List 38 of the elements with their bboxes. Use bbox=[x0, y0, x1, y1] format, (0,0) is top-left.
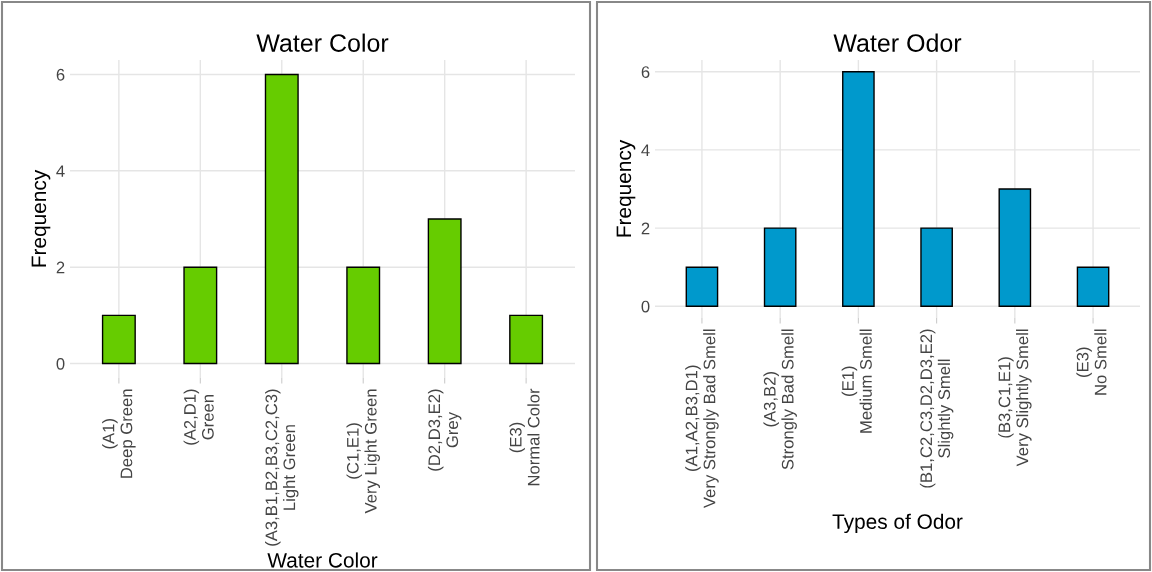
y-tick-label: 2 bbox=[641, 222, 650, 235]
x-tick-label: (B1,C2,C3,D2,D3,E2) Slightly Smell bbox=[919, 329, 954, 488]
y-tick-label: 4 bbox=[641, 144, 650, 156]
bar bbox=[101, 314, 136, 365]
y-axis-title: Frequency bbox=[31, 169, 51, 267]
x-axis-title: Types of Odor bbox=[832, 513, 963, 534]
bar bbox=[183, 266, 218, 365]
bar bbox=[264, 73, 299, 365]
y-tick-label: 2 bbox=[56, 261, 65, 274]
chart-title: Water Color bbox=[256, 33, 389, 52]
bar bbox=[685, 266, 719, 307]
x-tick-label: (A3,B2) Strongly Bad Smell bbox=[763, 329, 797, 470]
x-tick-label: (A2,D1) Green bbox=[183, 389, 214, 445]
bar bbox=[920, 227, 953, 307]
x-tick-label: (E3) Normal Color bbox=[509, 388, 540, 486]
y-tick-label: 0 bbox=[641, 300, 650, 313]
bar bbox=[842, 71, 875, 307]
x-tick-label: (A1,A2,B3,D1) Very Strongly Bad Smell bbox=[685, 329, 719, 509]
bar bbox=[427, 218, 462, 365]
bar bbox=[1076, 266, 1110, 307]
x-tick-label: (E1) Medium Smell bbox=[841, 329, 872, 433]
x-tick-label: (C1,E1) Very Light Green bbox=[346, 389, 380, 514]
y-tick-label: 4 bbox=[56, 165, 65, 177]
bar bbox=[346, 266, 381, 365]
bar bbox=[509, 314, 544, 365]
x-tick-label: (A3,B1,B2,B3,C2,C3) Light Green bbox=[265, 389, 299, 546]
x-tick-label: (A1) Deep Green bbox=[102, 389, 136, 478]
x-tick-label: (B3,C1,E1) Very Slightly Smell bbox=[998, 329, 1032, 467]
x-axis-title: Water Color bbox=[267, 552, 378, 568]
y-tick-label: 6 bbox=[641, 66, 650, 78]
y-tick-label: 6 bbox=[56, 68, 65, 81]
x-tick-label: (D2,D3,E2) Grey bbox=[427, 389, 462, 471]
x-tick-label: (E3) No Smell bbox=[1076, 329, 1107, 395]
bar bbox=[763, 227, 797, 307]
chart-title: Water Odor bbox=[833, 33, 962, 52]
y-axis-title: Frequency bbox=[616, 139, 636, 237]
y-tick-label: 0 bbox=[56, 357, 65, 370]
bar bbox=[998, 188, 1032, 307]
